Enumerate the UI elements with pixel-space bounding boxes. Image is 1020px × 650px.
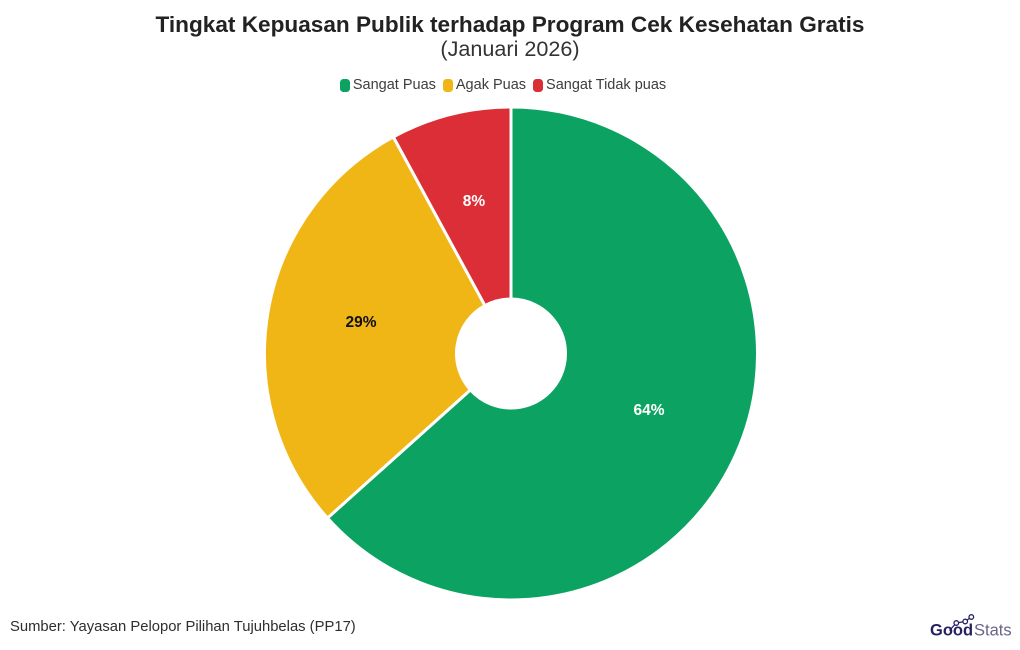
svg-text:Stats: Stats (974, 622, 1012, 640)
svg-text:Good: Good (930, 622, 973, 640)
